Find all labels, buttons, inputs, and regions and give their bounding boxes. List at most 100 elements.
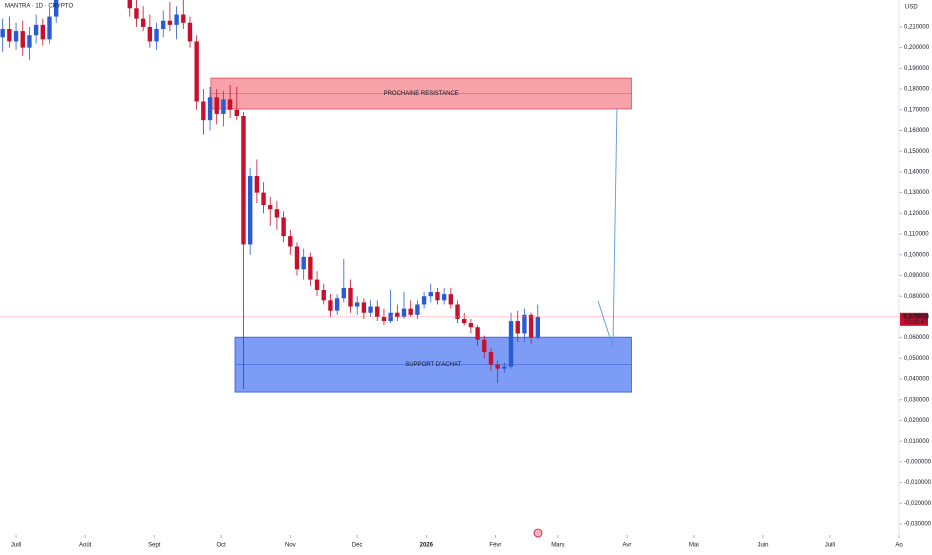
- y-tick-label: 0,130000: [904, 190, 930, 196]
- y-tick-label: -0,010000: [904, 480, 932, 486]
- last-price-label: 0,070039: [903, 314, 929, 320]
- event-icon[interactable]: [533, 528, 543, 538]
- candle-body: [241, 115, 246, 245]
- candle-body: [194, 41, 199, 102]
- candle-body: [361, 302, 367, 313]
- projection-line: [597, 107, 618, 348]
- x-tick-label: Mai: [689, 543, 699, 549]
- candle-body: [435, 292, 440, 301]
- y-tick-label: 0,200000: [904, 45, 930, 51]
- chart-title: MANTRA · 1D · CRYPTO: [5, 4, 73, 10]
- y-tick-label: 0,100000: [904, 252, 930, 258]
- candle-body: [368, 306, 373, 313]
- x-tick-label: Mars: [551, 543, 564, 549]
- candle-body: [354, 302, 360, 307]
- candle-body: [415, 304, 420, 315]
- candle-body: [535, 316, 540, 338]
- x-tick-label: 2026: [420, 543, 434, 549]
- candle-body: [214, 97, 219, 114]
- candle-body: [47, 16, 52, 40]
- candle-body: [40, 24, 46, 40]
- candle-body: [281, 217, 286, 237]
- x-tick-label: Févr: [489, 543, 501, 549]
- y-tick-label: 0,060000: [904, 335, 930, 341]
- y-tick-label: -0,000000: [904, 459, 932, 465]
- candle-body: [408, 308, 413, 315]
- candle-body: [33, 24, 39, 36]
- y-tick-label: 0,170000: [904, 107, 930, 113]
- candle-body: [301, 256, 306, 270]
- candle-body: [174, 14, 179, 25]
- zone-label: SUPPORT D'ACHAT: [405, 362, 461, 368]
- candle-body: [254, 176, 260, 193]
- candle-body: [181, 14, 186, 23]
- candle-body: [140, 18, 146, 27]
- candle-body: [381, 316, 387, 322]
- candle-body: [421, 296, 427, 305]
- y-tick-label: 0,090000: [904, 273, 930, 279]
- candle-body: [161, 20, 166, 29]
- candle-body: [502, 366, 507, 369]
- candle-body: [321, 289, 326, 301]
- candle-body: [334, 298, 340, 311]
- y-tick-label: 0,080000: [904, 294, 930, 300]
- candle-body: [7, 28, 12, 42]
- x-tick-label: Juill: [825, 543, 835, 549]
- candle-body: [462, 318, 467, 324]
- candles: [0, 0, 540, 390]
- candle-body: [221, 99, 226, 114]
- y-tick-label: 0,050000: [904, 356, 930, 362]
- candle-body: [528, 314, 534, 338]
- x-tick-label: Ao: [895, 543, 903, 549]
- y-tick-label: 0,040000: [904, 377, 930, 383]
- last-price-tag: [900, 312, 928, 326]
- y-tick-label: 0,210000: [904, 25, 930, 31]
- candle-body: [134, 8, 139, 19]
- y-tick-label: 0,120000: [904, 211, 930, 217]
- candle-body: [475, 327, 480, 340]
- candle-body: [328, 300, 333, 311]
- y-tick-label: 0,140000: [904, 169, 930, 175]
- candle-body: [375, 306, 380, 317]
- candle-body: [495, 364, 500, 369]
- candle-body: [167, 20, 173, 25]
- candle-body: [227, 99, 233, 110]
- y-tick-label: 0,190000: [904, 66, 930, 72]
- candle-body: [207, 97, 213, 121]
- y-tick-label: 0,150000: [904, 149, 930, 155]
- candle-body: [341, 287, 347, 299]
- zone-label: PROCHAINE RESISTANCE: [384, 91, 459, 97]
- x-tick-label: Avr: [623, 543, 632, 549]
- currency: USD: [905, 5, 918, 11]
- candle-body: [314, 279, 320, 290]
- candle-body: [201, 101, 206, 121]
- x-tick-label: Juin: [757, 543, 768, 549]
- y-tick-label: 0,020000: [904, 418, 930, 424]
- candle-body: [0, 28, 5, 38]
- candle-body: [522, 314, 527, 334]
- y-tick-label: 0,160000: [904, 128, 930, 134]
- candle-body: [482, 339, 487, 353]
- candle-body: [455, 304, 460, 319]
- candle-body: [147, 26, 153, 42]
- candle-body: [247, 176, 253, 245]
- y-tick-label: -0,030000: [904, 522, 932, 528]
- candle-body: [20, 31, 25, 48]
- x-tick-label: Août: [79, 543, 92, 549]
- candle-body: [441, 294, 447, 301]
- candle-body: [261, 192, 266, 206]
- candle-body: [288, 236, 293, 247]
- y-tick-label: 0,010000: [904, 439, 930, 445]
- candle-body: [468, 323, 474, 328]
- candle-body: [27, 35, 32, 48]
- x-tick-label: Oct: [217, 543, 227, 549]
- y-tick-label: 0,070000: [904, 314, 930, 320]
- y-tick-label: 0,180000: [904, 87, 930, 93]
- x-tick-label: Sept: [148, 543, 161, 549]
- x-tick-label: Nov: [285, 543, 296, 549]
- candle-body: [308, 256, 313, 280]
- candle-body: [515, 321, 520, 334]
- candle-body: [294, 246, 300, 270]
- candle-body: [428, 292, 433, 297]
